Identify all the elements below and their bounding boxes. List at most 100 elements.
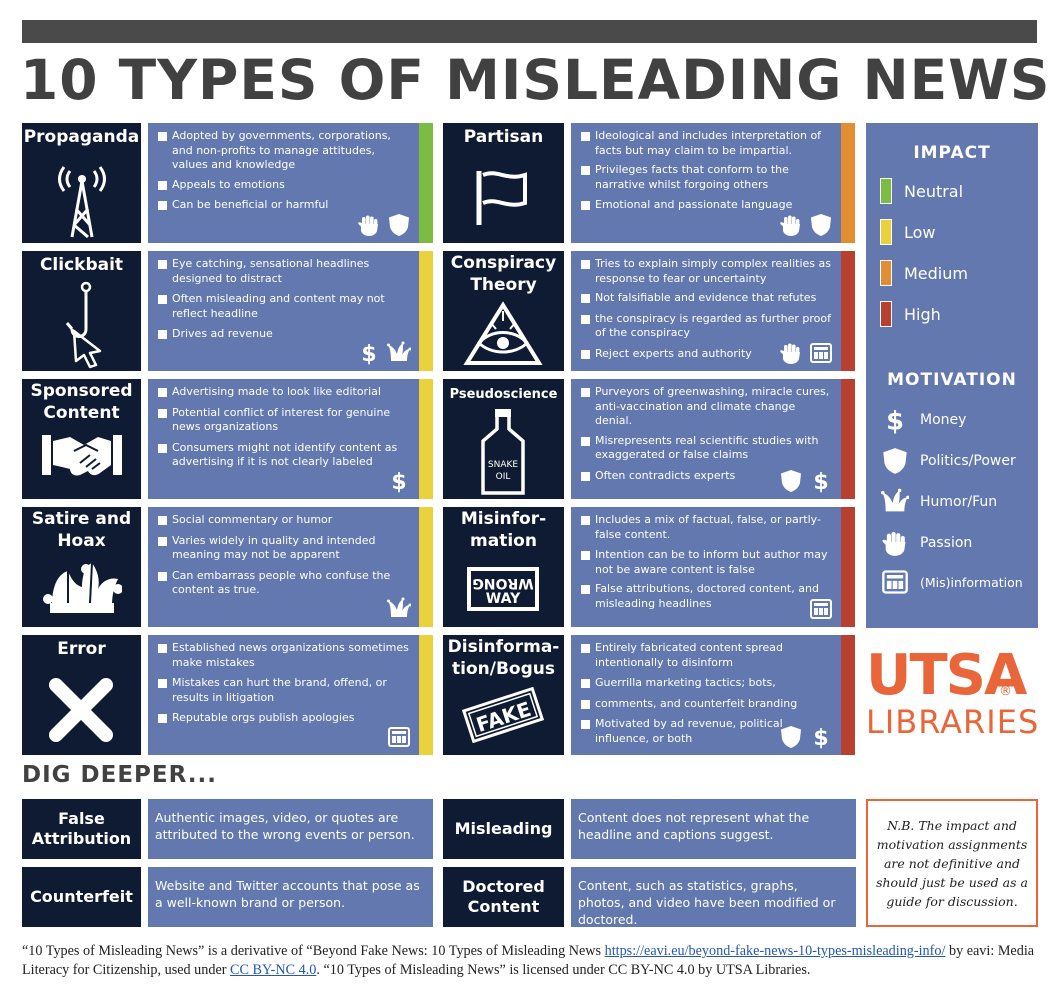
disclaimer-note: N.B. The impact and motivation assignmen… [866,799,1038,927]
impact-bar-low [419,507,433,627]
bullet-item: Appeals to emotions [158,178,413,193]
desc-clickbait: Eye catching, sensational headlines desi… [148,251,419,371]
motivation-title: MOTIVATION [887,370,1017,390]
passion-icon [881,529,909,557]
desc-error: Established news organizations sometimes… [148,635,419,755]
bullet-item: False attributions, doctored content, an… [581,582,835,611]
money-icon: $ [881,406,909,436]
politics-icon [881,447,909,475]
bullet-item: Privileges facts that conform to the nar… [581,163,835,192]
dig-tile-false-attribution: False Attribution [22,799,141,859]
passion-icon [357,213,381,237]
logo-libraries: LIBRARIES [866,703,1040,741]
desc-propaganda: Adopted by governments, corporations, an… [148,123,419,243]
humor-icon [387,597,412,621]
impact-bar-low [419,379,433,499]
desc-disinforma-tion-bogus: Entirely fabricated content spread inten… [571,635,841,755]
type-name: Error [57,639,106,659]
bullet-item: Ideological and includes interpretation … [581,129,835,158]
legend-motivation-humor: Humor/Fun [880,487,997,517]
misinformation-icon [387,725,411,749]
impact-title: IMPACT [913,143,991,163]
bullet-item: Established news organizations sometimes… [158,641,413,670]
tile-conspiracy-theory: Conspiracy Theory [443,251,564,371]
dig-tile-misleading: Misleading [443,799,564,859]
wrong-way-label-1: WRONG [472,575,533,591]
impact-bar-low [419,251,433,371]
motivation-icons [779,341,833,365]
svg-text:$: $ [813,470,828,493]
tile-sponsored-content: Sponsored Content [22,379,141,499]
tile-propaganda: Propaganda [22,123,141,243]
tile-satire-and-hoax: Satire and Hoax [22,507,141,627]
tile-misinfor-mation: Misinfor-mation WRONG WAY [443,507,564,627]
type-name: Disinforma-tion/Bogus [447,637,560,679]
misinformation-icon [809,341,833,365]
desc-satire-and-hoax: Social commentary or humor Varies widely … [148,507,419,627]
type-name: Satire and Hoax [31,509,132,551]
dig-desc-doctored-content: Content, such as statistics, graphs, pho… [571,867,856,927]
bullet-item: Guerrilla marketing tactics; bots, [581,676,835,691]
misinformation-icon [809,597,833,621]
bullet-item: Mistakes can hurt the brand, offend, or … [158,676,413,705]
bullet-item: Emotional and passionate language [581,198,835,213]
motivation-icons [387,597,412,621]
motivation-icons: $ [387,469,411,495]
motivation-icons: $ [357,341,412,367]
bullet-item: Often misleading and content may not ref… [158,292,413,321]
impact-bar-high [841,379,855,499]
bullet-item: Not falsifiable and evidence that refute… [581,291,835,306]
tile-partisan: Partisan [443,123,564,243]
dig-tile-counterfeit: Counterfeit [22,867,141,927]
bullet-item: Can embarrass people who confuse the con… [158,569,413,598]
bullet-item: the conspiracy is regarded as further pr… [581,312,835,341]
impact-bar-high [841,251,855,371]
svg-text:$: $ [391,470,406,493]
humor-icon [881,488,910,516]
bullet-item: Drives ad revenue [158,327,413,342]
snake-oil-label-1: SNAKE [488,460,519,470]
humor-icon [387,341,412,365]
dig-tile-doctored-content: Doctored Content [443,867,564,927]
money-icon: $ [809,725,833,751]
desc-pseudoscience: Purveyors of greenwashing, miracle cures… [571,379,841,499]
type-name: Sponsored Content [30,381,133,423]
bullet-item: Eye catching, sensational headlines desi… [158,257,413,286]
legend-impact-high: High [880,301,941,327]
svg-text:$: $ [813,726,828,749]
bullet-item: Potential conflict of interest for genui… [158,406,413,435]
legend-motivation-passion: Passion [880,528,972,558]
source-link[interactable]: https://eavi.eu/beyond-fake-news-10-type… [604,943,946,959]
utsa-libraries-logo: UTSA ® LIBRARIES [866,646,1041,750]
type-name: Conspiracy Theory [450,253,557,295]
impact-bar-low [419,635,433,755]
desc-conspiracy-theory: Tries to explain simply complex realitie… [571,251,841,371]
bullet-item: Misrepresents real scientific studies wi… [581,434,835,463]
bullet-item: Social commentary or humor [158,513,413,528]
bullet-item: Reputable orgs publish apologies [158,711,413,726]
bullet-item: Includes a mix of factual, false, or par… [581,513,835,542]
bullet-item: comments, and counterfeit branding [581,697,835,712]
type-name: Clickbait [39,255,124,275]
politics-icon [779,469,803,493]
svg-text:$: $ [361,342,376,365]
tile-pseudoscience: Pseudoscience SNAKE OIL [443,379,564,499]
bullet-item: Often contradicts experts [581,469,835,484]
dig-desc-false-attribution: Authentic images, video, or quotes are a… [148,799,433,859]
dig-deeper-title: DIG DEEPER... [22,762,217,788]
license-link[interactable]: CC BY-NC 4.0 [230,962,317,978]
snake-oil-label-2: OIL [496,472,511,482]
legend-motivation-money: $ Money [880,405,966,436]
motivation-icons: $ [779,725,833,751]
bullet-item: Intention can be to inform but author ma… [581,548,835,577]
legend-impact-medium: Medium [880,260,968,286]
impact-bar-high [841,635,855,755]
money-icon: $ [809,469,833,495]
bullet-item: Can be beneficial or harmful [158,198,413,213]
desc-partisan: Ideological and includes interpretation … [571,123,841,243]
money-icon: $ [357,341,381,367]
impact-bar-neutral [419,123,433,243]
motivation-icons: $ [779,469,833,495]
page-title: 10 TYPES OF MISLEADING NEWS [20,48,1051,112]
type-name: Propaganda [23,127,140,147]
